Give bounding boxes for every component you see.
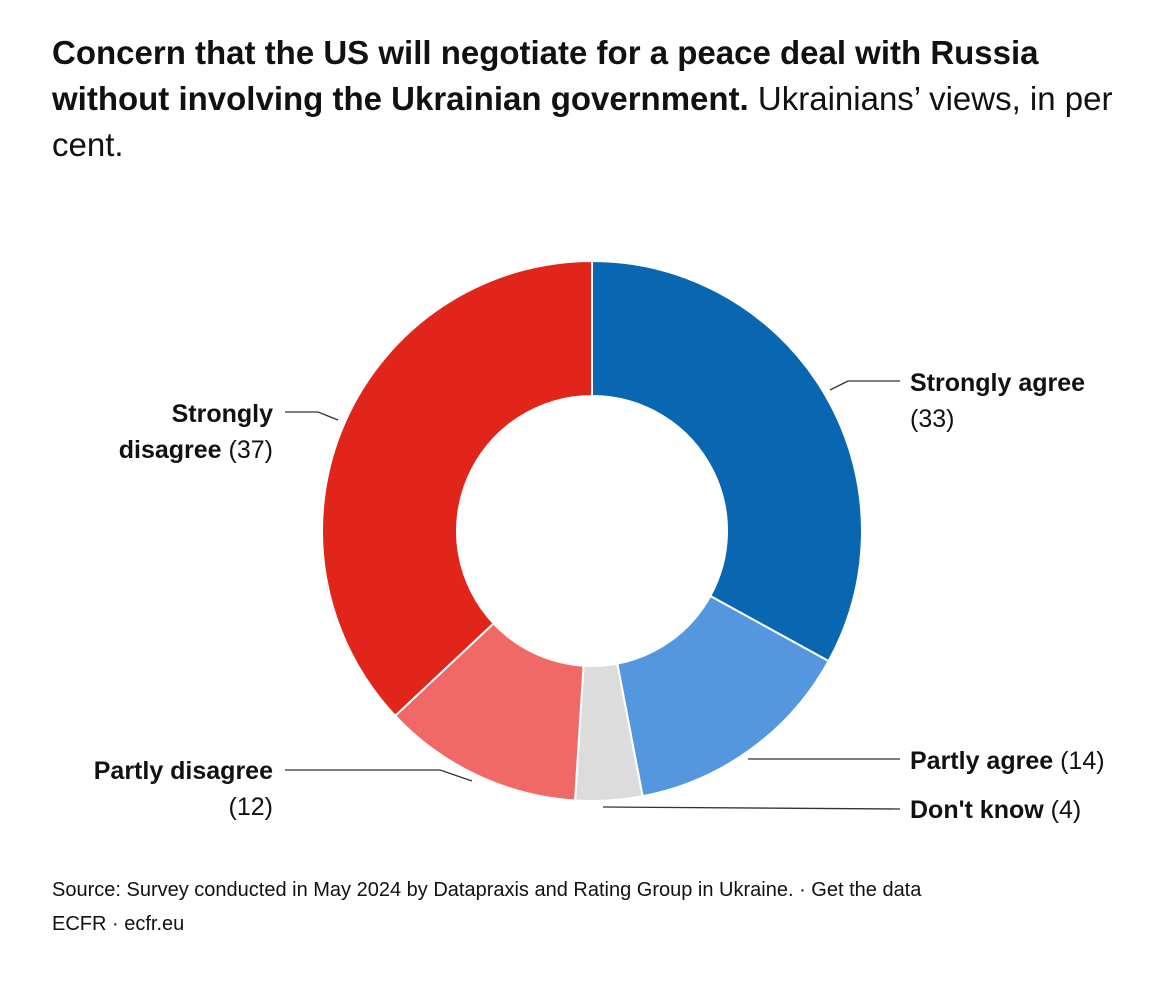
title-text: Concern that the US will negotiate for a…: [52, 34, 1039, 117]
label-strongly-disagree: Strongly disagree (37): [118, 400, 273, 464]
leader-strongly-disagree: [285, 411, 339, 421]
leader-strongly-agree: [829, 380, 900, 391]
label-strongly-agree: Strongly agree (33): [910, 369, 1086, 433]
chart-title: Concern that the US will negotiate for a…: [52, 30, 1142, 168]
source-note: Source: Survey conducted in May 2024 by …: [52, 879, 922, 935]
slice-strongly-disagree: [321, 259, 593, 718]
subtitle-text: Ukrainians’ views, in per cent.: [52, 80, 1113, 163]
leader-partly-disagree: [285, 769, 473, 782]
credit: ECFR · ecfr.eu: [52, 913, 185, 935]
label-dont-know: Don't know (4): [910, 796, 1082, 824]
label-partly-disagree: Partly disagree (12): [93, 757, 273, 821]
label-partly-agree: Partly agree (14): [910, 747, 1105, 775]
leader-dont-know: [602, 806, 901, 810]
slice-strongly-agree: [591, 259, 863, 663]
slice-partly-agree: [616, 594, 830, 798]
